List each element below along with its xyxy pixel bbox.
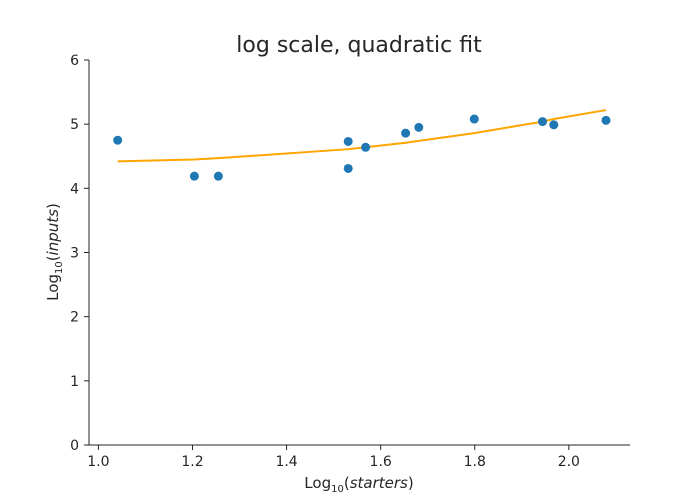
x-axis-label-close: ) (408, 474, 414, 492)
x-tick-label: 2.0 (558, 454, 580, 470)
data-point (601, 115, 611, 125)
chart-title: log scale, quadratic fit (236, 33, 482, 58)
x-tick-label: 1.4 (275, 454, 297, 470)
x-tick-label: 1.8 (464, 454, 486, 470)
y-axis-label-var: inputs (44, 209, 62, 256)
data-point (401, 128, 411, 138)
y-tick-label: 6 (70, 53, 79, 69)
y-axis-label-close: ) (44, 203, 62, 209)
y-axis-label-log: Log (44, 274, 62, 301)
quadratic-fit-line (117, 109, 607, 163)
y-ticks: 0 1 2 3 4 5 6 (70, 53, 89, 454)
data-point (343, 163, 353, 173)
chart-title-group: log scale, quadratic fit (236, 33, 482, 58)
y-axis-label-subscript: 10 (54, 261, 65, 274)
x-tick-label: 1.2 (181, 454, 203, 470)
data-point (549, 120, 559, 130)
x-axis-label-subscript: 10 (331, 484, 344, 495)
y-tick-label: 0 (70, 438, 79, 454)
axes (88, 60, 630, 446)
data-point (189, 171, 199, 181)
data-point (414, 122, 424, 132)
y-tick-label: 3 (70, 246, 79, 262)
data-point (113, 135, 123, 145)
y-axis-label-open: ( (44, 255, 62, 261)
y-tick-label: 1 (70, 374, 79, 390)
fit-line-group (117, 109, 607, 163)
y-axis-label: Log10(inputs) (44, 203, 65, 301)
x-tick-label: 1.6 (370, 454, 392, 470)
y-tick-label: 4 (70, 181, 79, 197)
x-axis-label-var: starters (350, 474, 408, 492)
data-point (469, 114, 479, 124)
x-axis-label: Log10(starters) (304, 474, 413, 495)
x-axis-label-open: ( (344, 474, 350, 492)
x-axis-label-log: Log (304, 474, 331, 492)
y-tick-label: 5 (70, 117, 79, 133)
data-point (343, 136, 353, 146)
x-ticks: 1.0 1.2 1.4 1.6 1.8 2.0 (87, 445, 580, 470)
data-point (213, 171, 223, 181)
scatter-points (113, 114, 611, 181)
y-tick-label: 2 (70, 310, 79, 326)
data-point (537, 117, 547, 127)
data-point (361, 142, 371, 152)
x-tick-label: 1.0 (87, 454, 109, 470)
